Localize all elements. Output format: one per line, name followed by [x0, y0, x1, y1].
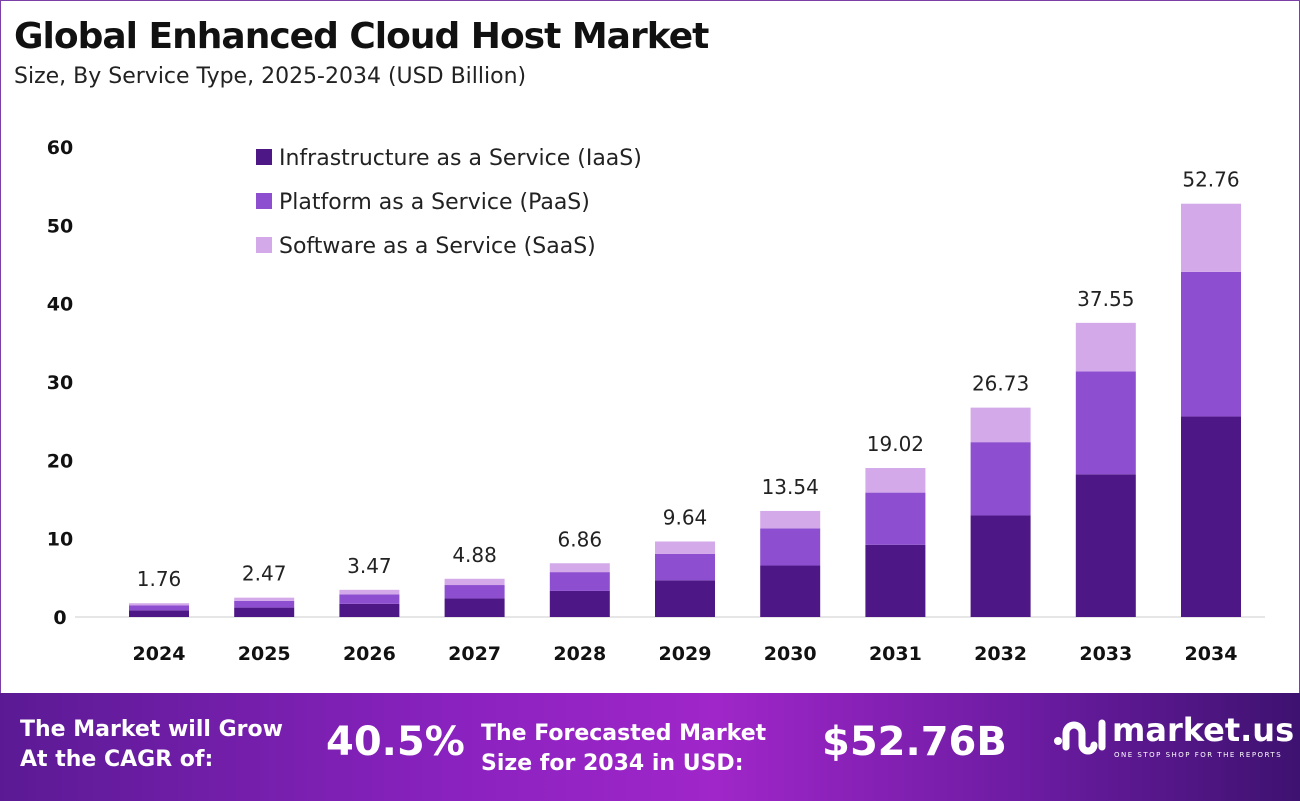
bar-segment-paas: [655, 553, 715, 581]
total-data-label: 37.55: [1077, 287, 1134, 311]
total-data-label: 52.76: [1182, 168, 1239, 192]
total-data-label: 13.54: [762, 475, 819, 499]
chart-title: Global Enhanced Cloud Host Market: [14, 16, 709, 57]
bar-segment-iaas: [865, 544, 926, 617]
x-tick-label: 2033: [1079, 643, 1132, 665]
bar-segment-iaas: [970, 515, 1031, 617]
cagr-value: 40.5%: [326, 719, 465, 765]
bar-segment-saas: [444, 578, 505, 586]
total-data-label: 4.88: [452, 543, 497, 567]
y-tick-label: 10: [47, 529, 73, 551]
bar-segment-saas: [1181, 203, 1241, 272]
bar-segment-iaas: [234, 607, 295, 617]
total-data-label: 2.47: [242, 562, 287, 586]
bar-segment-iaas: [655, 580, 715, 617]
cagr-label: The Market will Grow At the CAGR of:: [20, 715, 283, 775]
y-tick-label: 40: [47, 294, 73, 316]
bar-segment-iaas: [129, 610, 189, 617]
forecast-value: $52.76B: [822, 719, 1007, 765]
bar-segment-paas: [129, 605, 189, 611]
logo-text: market.us: [1112, 711, 1295, 749]
x-tick-label: 2026: [343, 643, 396, 665]
legend-swatch: [256, 237, 272, 253]
forecast-label: The Forecasted Market Size for 2034 in U…: [481, 719, 766, 779]
bar-segment-saas: [865, 468, 926, 493]
y-tick-label: 60: [47, 137, 73, 159]
bar-segment-paas: [760, 528, 821, 566]
total-data-label: 6.86: [558, 527, 603, 551]
bar-segment-iaas: [549, 590, 610, 617]
market-us-logo: market.us ONE STOP SHOP FOR THE REPORTS: [1052, 711, 1294, 769]
legend-swatch: [256, 193, 272, 209]
bar-segment-saas: [339, 589, 400, 595]
y-tick-label: 0: [53, 607, 66, 629]
bar-segment-paas: [444, 585, 505, 599]
total-data-label: 26.73: [972, 372, 1029, 396]
x-tick-label: 2029: [659, 643, 712, 665]
bar-segment-saas: [129, 603, 189, 606]
legend-label: Software as a Service (SaaS): [279, 234, 596, 259]
x-tick-label: 2034: [1185, 643, 1238, 665]
x-tick-label: 2028: [553, 643, 606, 665]
forecast-label-line2: Size for 2034 in USD:: [481, 751, 744, 776]
chart-subtitle: Size, By Service Type, 2025-2034 (USD Bi…: [14, 64, 527, 89]
bar-segment-iaas: [444, 598, 505, 617]
x-tick-label: 2024: [133, 643, 186, 665]
bar-segment-iaas: [760, 565, 821, 617]
x-tick-label: 2031: [869, 643, 922, 665]
bar-segment-saas: [760, 510, 821, 529]
x-tick-label: 2030: [764, 643, 817, 665]
bar-segment-paas: [865, 492, 926, 545]
bar-segment-paas: [970, 442, 1031, 516]
forecast-label-line1: The Forecasted Market: [481, 721, 767, 746]
y-tick-label: 20: [47, 450, 73, 472]
total-data-label: 19.02: [867, 432, 924, 456]
bar-segment-saas: [549, 563, 610, 573]
bar-segment-paas: [1075, 371, 1136, 475]
x-tick-label: 2025: [238, 643, 291, 665]
total-data-label: 3.47: [347, 554, 392, 578]
total-data-label: 9.64: [663, 505, 708, 529]
bar-segment-iaas: [1075, 474, 1136, 617]
footer-banner: The Market will Grow At the CAGR of: 40.…: [0, 693, 1300, 801]
bar-segment-iaas: [1181, 416, 1241, 617]
x-tick-label: 2032: [974, 643, 1027, 665]
legend-label: Platform as a Service (PaaS): [279, 190, 590, 215]
bar-segment-paas: [234, 600, 295, 608]
logo-tagline: ONE STOP SHOP FOR THE REPORTS: [1114, 751, 1283, 759]
total-data-label: 1.76: [137, 567, 182, 591]
legend-label: Infrastructure as a Service (IaaS): [279, 146, 642, 171]
stacked-bar-chart: 01020304050601.7620242.4720253.4720264.8…: [47, 137, 1265, 665]
x-tick-label: 2027: [448, 643, 501, 665]
bar-segment-paas: [339, 594, 400, 604]
market-us-logo-icon: [1054, 719, 1106, 755]
y-tick-label: 30: [47, 372, 73, 394]
cagr-label-line2: At the CAGR of:: [20, 747, 214, 772]
bar-segment-paas: [549, 572, 610, 591]
bar-segment-saas: [1075, 322, 1136, 372]
bar-segment-paas: [1181, 271, 1241, 417]
cagr-label-line1: The Market will Grow: [20, 717, 283, 742]
bar-segment-saas: [234, 597, 295, 601]
y-tick-label: 50: [47, 215, 73, 237]
legend-swatch: [256, 149, 272, 165]
bar-segment-saas: [970, 407, 1031, 443]
bar-segment-iaas: [339, 603, 400, 617]
bar-segment-saas: [655, 541, 715, 554]
